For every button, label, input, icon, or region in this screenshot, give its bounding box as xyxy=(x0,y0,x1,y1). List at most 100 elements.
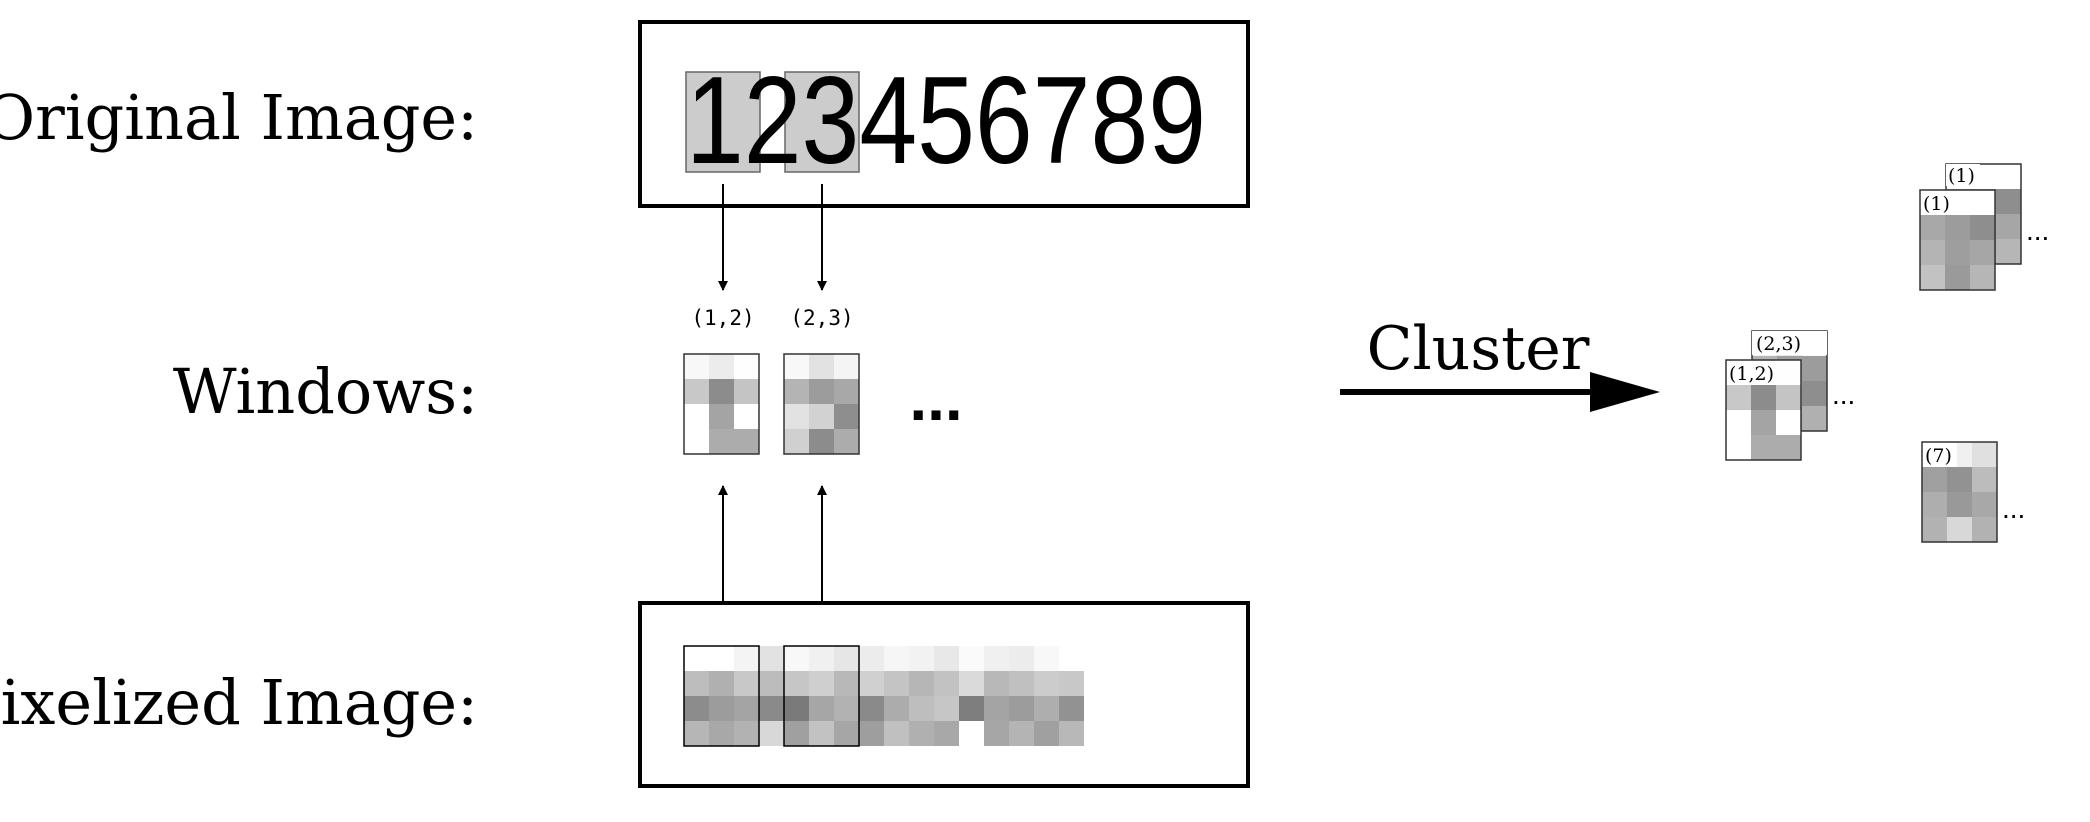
cluster-7-card-pixel xyxy=(1972,467,1997,492)
pixelized-strip-pixel xyxy=(734,721,759,746)
window-2-3-pixel xyxy=(809,404,834,429)
cluster-1-2-front-card-pixel xyxy=(1751,410,1776,435)
pixelized-strip-pixel xyxy=(809,671,834,696)
window-2-3-border xyxy=(783,353,860,455)
cluster-1-back-card-pixel xyxy=(1996,239,2021,264)
cluster-7-card-pixel xyxy=(1972,517,1997,542)
highlight-window-1-2 xyxy=(685,71,761,173)
label-original-image: Original Image: xyxy=(0,81,478,154)
pixelized-strip-pixel xyxy=(859,721,884,746)
pixelized-strip-pixel xyxy=(1009,721,1034,746)
cluster-1-front-card-pixel xyxy=(1920,215,1945,240)
highlight-window-2-3 xyxy=(784,71,860,173)
cluster-1-back-card-pixel xyxy=(1996,189,2021,214)
window-1-2-pixel xyxy=(684,429,709,454)
pixelized-strip-pixel xyxy=(959,671,984,696)
pixelized-strip-pixel xyxy=(784,646,809,671)
cluster-1-front-card-border xyxy=(1919,189,1996,291)
window-2-3-pixel xyxy=(784,404,809,429)
windows-ellipsis: ... xyxy=(909,362,962,434)
pixelized-strip xyxy=(684,646,1084,746)
cluster-1-2-front-card-pixel xyxy=(1776,385,1801,410)
cluster-1-2-front-card-pixel xyxy=(1726,410,1751,435)
pixelized-strip-pixel xyxy=(1009,646,1034,671)
pixelized-strip-pixel xyxy=(959,646,984,671)
window-2-3 xyxy=(783,353,860,455)
pixelized-strip-pixel xyxy=(884,696,909,721)
window-1-2-pixel xyxy=(734,354,759,379)
cluster-1-2-front-card-pixel xyxy=(1776,435,1801,460)
pixelized-strip-pixel xyxy=(934,671,959,696)
window-tag-1-2: (1,2) xyxy=(691,306,754,330)
pixelized-strip-pixel xyxy=(759,721,784,746)
cluster-1-back-card-pixel xyxy=(1996,164,2021,189)
window-2-3-pixel xyxy=(784,379,809,404)
window-1-2-pixel xyxy=(709,404,734,429)
pixelized-strip-pixel xyxy=(759,646,784,671)
window-1-2-pixel xyxy=(684,379,709,404)
cluster-7-card-pixel xyxy=(1947,517,1972,542)
pixelized-strip-pixel xyxy=(684,721,709,746)
pixelized-strip-pixel xyxy=(1009,671,1034,696)
cluster-label: Cluster xyxy=(1367,314,1590,384)
pixelized-strip-pixel xyxy=(934,696,959,721)
pixelized-strip-pixel xyxy=(1059,646,1084,671)
cluster-7-card-pixel xyxy=(1972,442,1997,467)
pixelized-strip-pixel xyxy=(909,696,934,721)
cluster-2-3-back-tag: (2,3) xyxy=(1756,333,1801,355)
cluster-1-front-card-pixel xyxy=(1920,240,1945,265)
pixelized-strip-pixel xyxy=(884,721,909,746)
cluster-1-2-front-card-pixel xyxy=(1726,385,1751,410)
window-2-3-pixel xyxy=(834,429,859,454)
pixelized-strip-pixel xyxy=(709,671,734,696)
window-1-2-pixel xyxy=(709,379,734,404)
pixelized-strip-pixel xyxy=(859,696,884,721)
cluster-1-2-front-card-pixel xyxy=(1776,410,1801,435)
cluster-1-front-card-pixel xyxy=(1970,240,1995,265)
cluster-1-2-front-card-pixel xyxy=(1751,385,1776,410)
cluster-1-back-tag-bg xyxy=(1946,164,1980,186)
cluster-arrowhead xyxy=(1590,372,1660,412)
pixelized-strip-pixel xyxy=(984,696,1009,721)
cluster-2-3-back-card-pixel xyxy=(1802,381,1827,406)
pixelized-strip-pixel xyxy=(984,671,1009,696)
pixelized-strip-pixel xyxy=(709,696,734,721)
cluster-1-front-card-pixel xyxy=(1970,265,1995,290)
cluster-7-card-pixel xyxy=(1922,467,1947,492)
cluster-7-tag-bg xyxy=(1923,443,1957,467)
window-1-2-pixel xyxy=(734,429,759,454)
cluster-2-3-back-card-pixel xyxy=(1802,356,1827,381)
cluster-1-ellipsis: ... xyxy=(2026,215,2049,246)
pixelized-strip-pixel xyxy=(934,721,959,746)
cluster-1-front-tag-bg xyxy=(1921,191,1955,215)
cluster-1-2-front-card-pixel xyxy=(1751,435,1776,460)
pixelized-strip-pixel xyxy=(809,646,834,671)
pixelized-strip-pixel xyxy=(834,696,859,721)
window-tag-2-3: (2,3) xyxy=(790,306,853,330)
window-1-2-pixel xyxy=(684,354,709,379)
pixelized-strip-pixel xyxy=(734,671,759,696)
pixelized-strip-pixel xyxy=(1034,646,1059,671)
pixelized-strip-pixel xyxy=(834,646,859,671)
cluster-1-front-tag: (1) xyxy=(1923,193,1950,215)
cluster-7-card-pixel xyxy=(1922,517,1947,542)
cluster-7-tag: (7) xyxy=(1925,445,1952,467)
window-2-3-pixel xyxy=(784,429,809,454)
pixelized-strip-pixel xyxy=(709,721,734,746)
pixelized-strip-pixel xyxy=(1034,671,1059,696)
window-2-3-pixel xyxy=(809,429,834,454)
cluster-7-card xyxy=(1921,441,1998,543)
cluster-7-card-pixel xyxy=(1922,492,1947,517)
window-1-2-border xyxy=(683,353,760,455)
cluster-1-2-front-card-pixel xyxy=(1726,435,1751,460)
pixel-window-outline-2 xyxy=(783,645,860,747)
window-1-2-pixel xyxy=(734,379,759,404)
cluster-1-front-card-pixel xyxy=(1945,240,1970,265)
pixelized-strip-pixel xyxy=(784,671,809,696)
window-1-2-pixel xyxy=(709,354,734,379)
pixelized-strip-pixel xyxy=(909,721,934,746)
window-1-2 xyxy=(683,353,760,455)
original-digits: 123456789 xyxy=(686,52,1206,190)
pixelized-strip-pixel xyxy=(1059,696,1084,721)
